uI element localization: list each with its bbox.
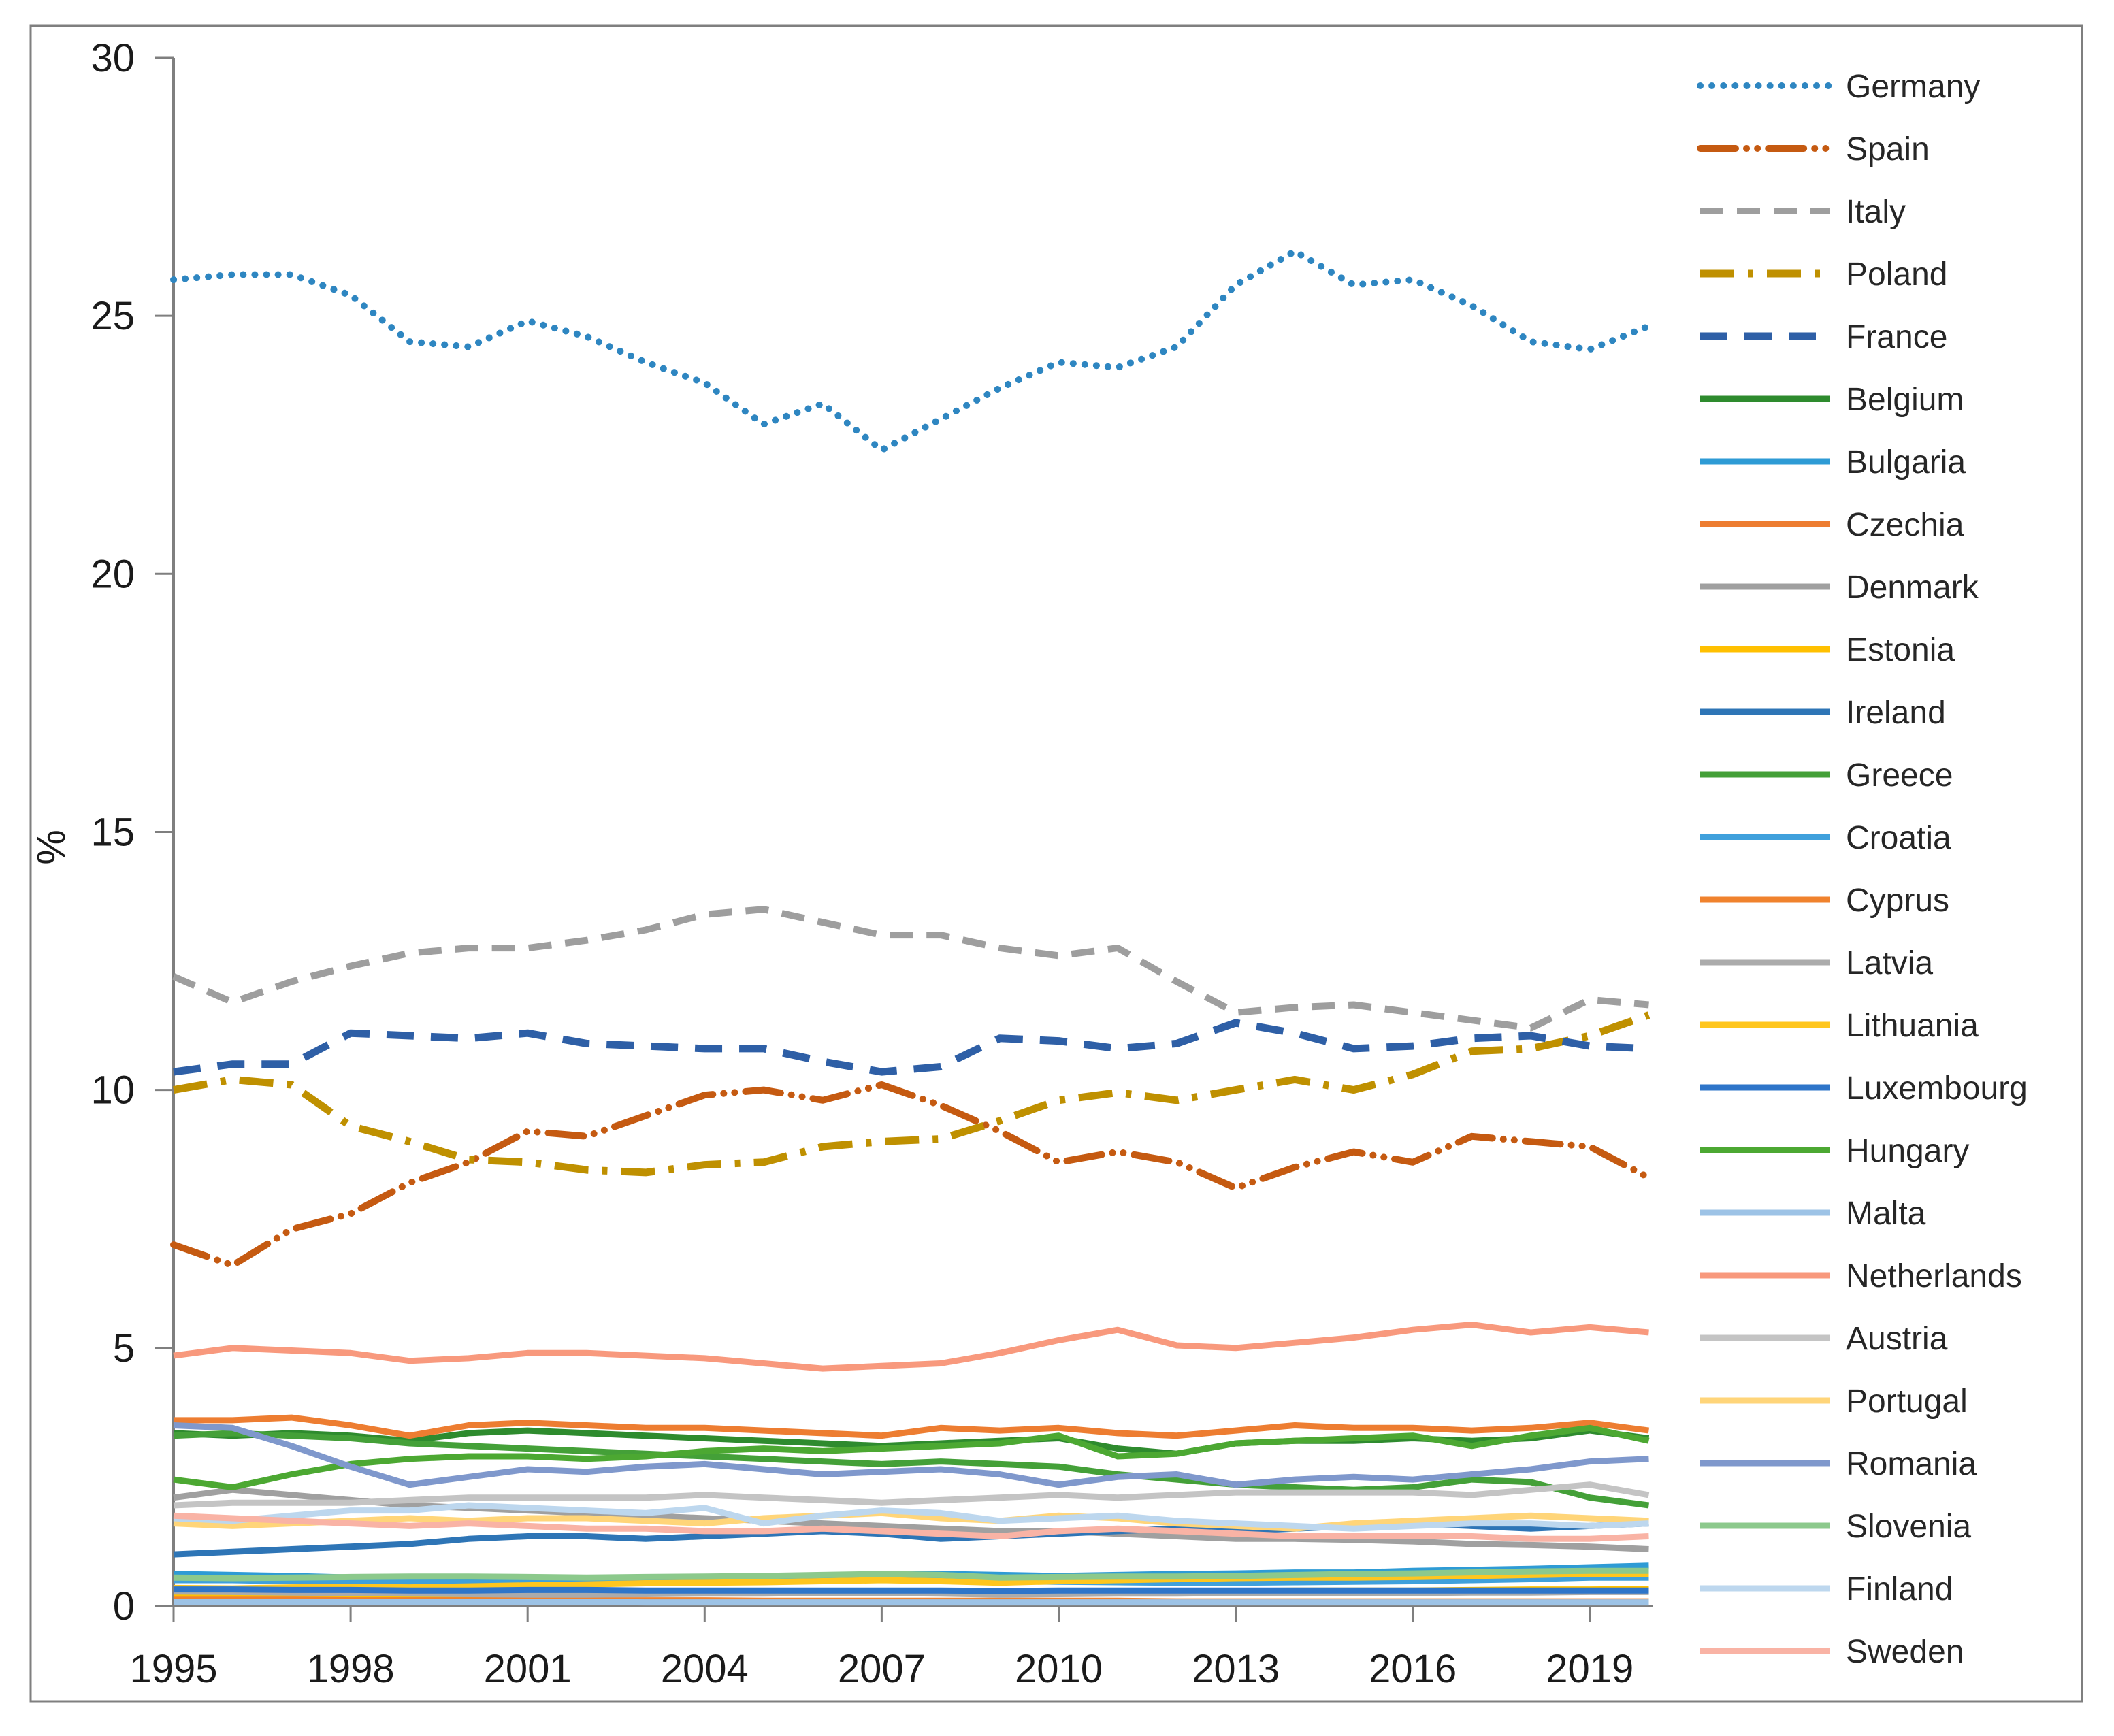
legend-item-ireland: Ireland (1700, 695, 1946, 731)
series-line-slovenia (173, 1567, 1649, 1582)
x-tick-label: 1995 (129, 1647, 217, 1691)
legend-label: Austria (1846, 1321, 1948, 1357)
legend: Germany Spain Italy Poland France Belgium Bulg… (1697, 69, 2028, 1670)
x-tick-label: 2007 (838, 1647, 926, 1691)
series-line-luxembourg (174, 1586, 1649, 1594)
series-line-poland (173, 1011, 1650, 1177)
legend-item-lithuania: Lithuania (1700, 1008, 1979, 1044)
legend-label: Portugal (1846, 1383, 1968, 1420)
x-tick-label: 2001 (484, 1647, 572, 1691)
legend-item-spain: Spain (1697, 131, 1930, 167)
y-tick-label: 30 (91, 36, 135, 80)
legend-label: Germany (1846, 69, 1980, 105)
legend-item-portugal: Portugal (1700, 1383, 1968, 1420)
legend-item-greece: Greece (1700, 757, 1953, 793)
legend-item-germany: Germany (1697, 69, 1980, 105)
series-line-netherlands (173, 1322, 1649, 1372)
legend-item-netherlands: Netherlands (1700, 1258, 2022, 1294)
series-line-malta (174, 1599, 1649, 1606)
legend-item-croatia: Croatia (1700, 820, 1951, 856)
x-tick-label: 2013 (1192, 1647, 1280, 1691)
y-axis-title: % (29, 830, 74, 865)
legend-label: Bulgaria (1846, 444, 1966, 480)
series-lines-layer (170, 248, 1653, 1606)
legend-item-denmark: Denmark (1700, 570, 1979, 606)
legend-label: Malta (1846, 1196, 1926, 1232)
legend-item-romania: Romania (1700, 1446, 1977, 1482)
x-tick-label: 1998 (307, 1647, 395, 1691)
series-line-czechia (174, 1414, 1650, 1439)
axes-layer: 0 5 10 15 20 25 30 1995 1998 2001 2004 2007 2010 2013… (91, 36, 1653, 1691)
legend-label: France (1846, 319, 1947, 355)
legend-item-slovenia: Slovenia (1700, 1509, 1971, 1545)
y-tick-label: 0 (113, 1584, 135, 1628)
series-line-france (173, 1019, 1649, 1076)
legend-item-malta: Malta (1700, 1196, 1926, 1232)
legend-label: Belgium (1846, 382, 1964, 418)
y-tick-label: 5 (113, 1326, 135, 1371)
legend-label: Luxembourg (1846, 1070, 2028, 1107)
legend-item-latvia: Latvia (1700, 945, 1933, 981)
legend-item-poland: Poland (1700, 257, 1947, 293)
x-tick-label: 2010 (1015, 1647, 1103, 1691)
y-tick-label: 25 (91, 294, 135, 338)
legend-item-hungary: Hungary (1700, 1133, 1969, 1169)
legend-label: Estonia (1846, 632, 1955, 668)
legend-item-finland: Finland (1700, 1571, 1953, 1607)
series-line-austria (173, 1481, 1650, 1509)
legend-label: Greece (1846, 757, 1953, 793)
series-line-sweden (173, 1512, 1649, 1542)
x-tick-label: 2016 (1369, 1647, 1457, 1691)
legend-item-czechia: Czechia (1700, 507, 1964, 543)
series-line-denmark (173, 1486, 1649, 1552)
legend-item-cyprus: Cyprus (1700, 883, 1949, 919)
legend-label: Hungary (1846, 1133, 1969, 1169)
legend-label: Denmark (1846, 570, 1979, 606)
series-line-lithuania (173, 1571, 1649, 1592)
legend-label: Romania (1846, 1446, 1977, 1482)
series-line-italy (172, 906, 1649, 1032)
x-tick-label: 2019 (1546, 1647, 1633, 1691)
series-line-spain (170, 1081, 1653, 1269)
legend-label: Ireland (1846, 695, 1946, 731)
legend-item-estonia: Estonia (1700, 632, 1955, 668)
legend-item-sweden: Sweden (1700, 1634, 1964, 1670)
legend-label: Finland (1846, 1571, 1953, 1607)
legend-item-italy: Italy (1700, 194, 1906, 230)
legend-item-luxembourg: Luxembourg (1700, 1070, 2028, 1107)
legend-label: Cyprus (1846, 883, 1949, 919)
legend-label: Poland (1846, 257, 1947, 293)
legend-label: Czechia (1846, 507, 1964, 543)
legend-item-belgium: Belgium (1700, 382, 1964, 418)
series-line-finland (173, 1502, 1649, 1532)
legend-label: Latvia (1846, 945, 1933, 981)
figure-border (29, 24, 2083, 1703)
legend-item-austria: Austria (1700, 1321, 1948, 1357)
series-line-germany (170, 248, 1653, 454)
legend-label: Sweden (1846, 1634, 1964, 1670)
y-tick-label: 20 (91, 552, 135, 596)
series-line-portugal (173, 1509, 1649, 1532)
legend-label: Lithuania (1846, 1008, 1979, 1044)
legend-label: Spain (1846, 131, 1930, 167)
legend-label: Netherlands (1846, 1258, 2022, 1294)
series-line-greece (173, 1430, 1650, 1509)
legend-label: Italy (1846, 194, 1906, 230)
y-tick-label: 10 (91, 1068, 135, 1113)
legend-item-france: France (1700, 319, 1947, 355)
legend-label: Slovenia (1846, 1509, 1971, 1545)
series-line-hungary (173, 1424, 1650, 1490)
series-line-romania (173, 1422, 1649, 1488)
legend-label: Croatia (1846, 820, 1951, 856)
x-tick-label: 2004 (661, 1647, 749, 1691)
legend-item-bulgaria: Bulgaria (1700, 444, 1966, 480)
y-tick-label: 15 (91, 810, 135, 854)
